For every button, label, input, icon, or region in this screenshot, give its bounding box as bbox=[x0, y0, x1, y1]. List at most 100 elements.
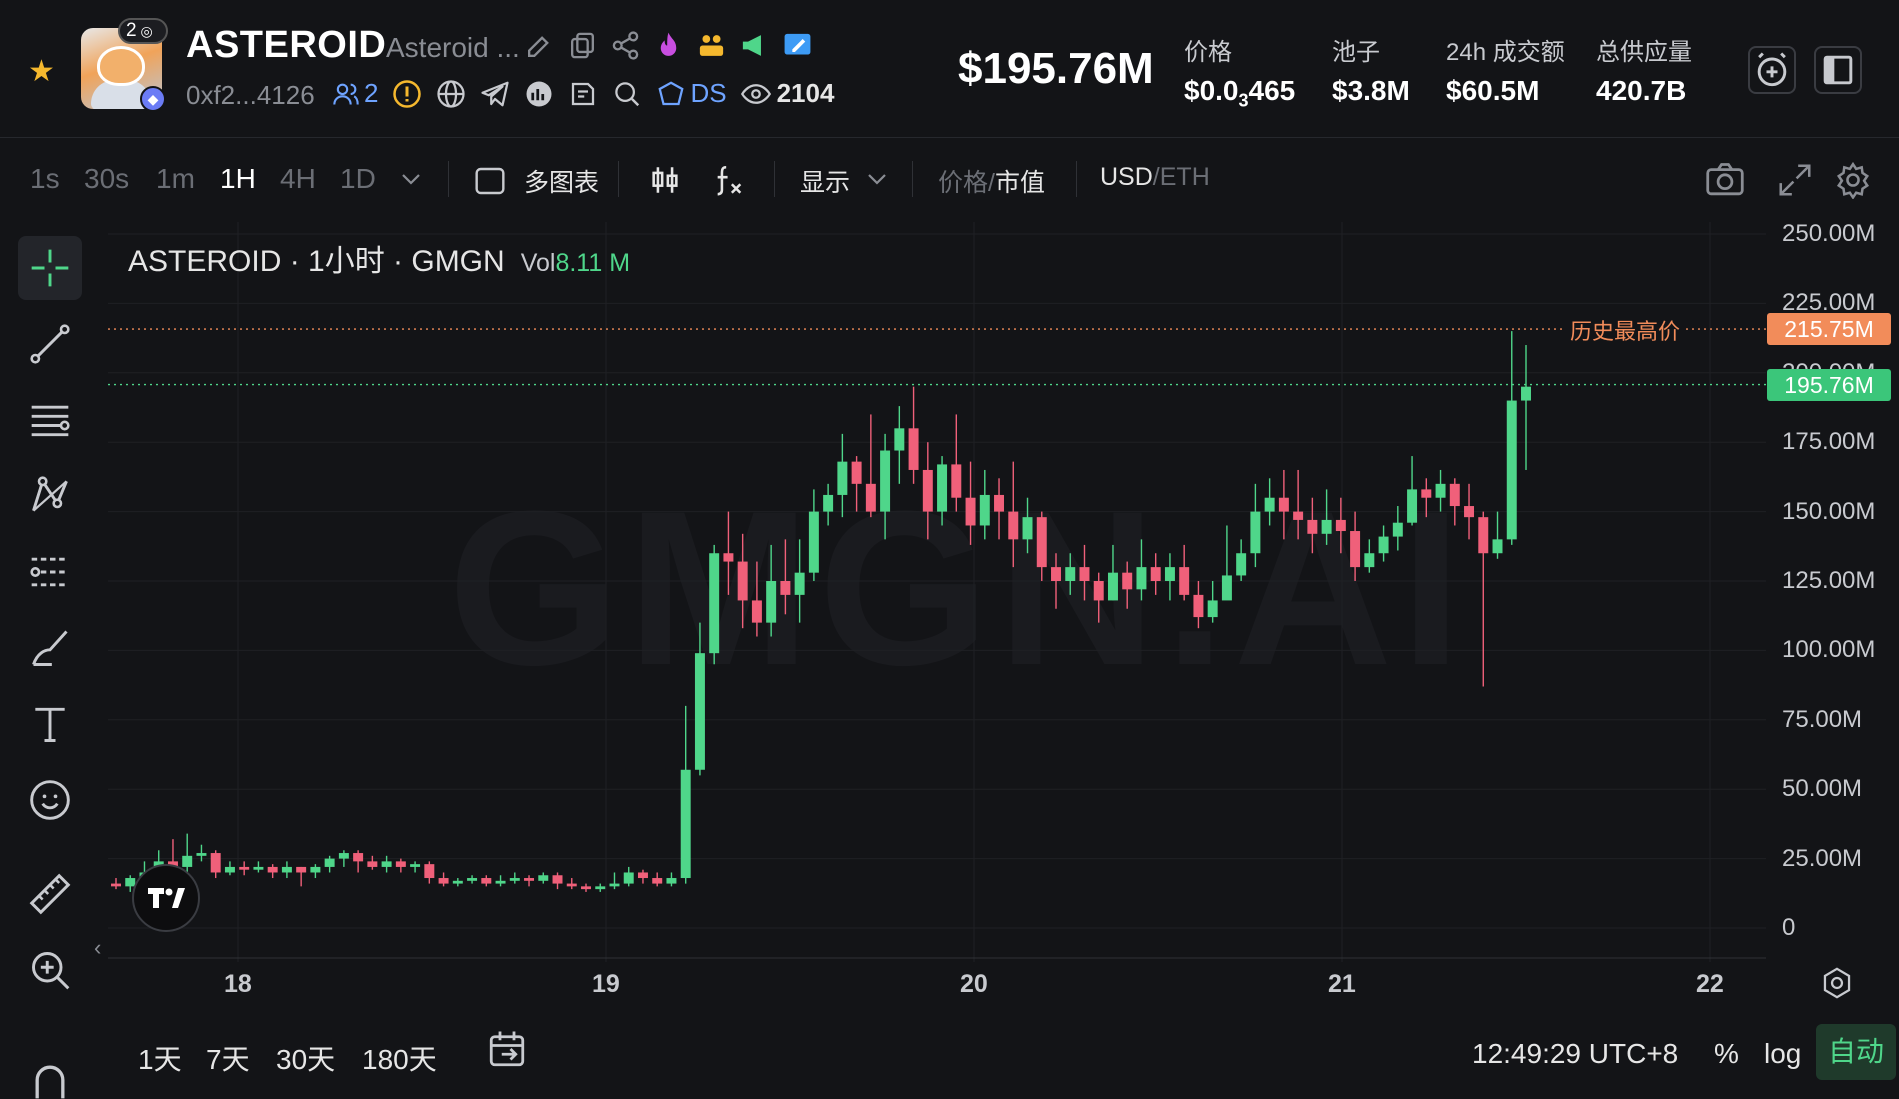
display-menu-label[interactable]: 显示 bbox=[800, 169, 851, 197]
holders-count[interactable]: 2 bbox=[332, 78, 378, 109]
search-icon[interactable] bbox=[612, 79, 642, 109]
chart-toolbar: 1s 30s 1m 1H 4H 1D 多图表 显示 价格/市值 USD/ETH bbox=[0, 139, 1899, 221]
range-180d[interactable]: 180天 bbox=[362, 1044, 437, 1075]
magnet-icon bbox=[35, 1065, 65, 1099]
text-tool[interactable] bbox=[18, 692, 82, 756]
market-cap-value: $195.76M bbox=[958, 44, 1154, 93]
contract-address[interactable]: 0xf2...4126 bbox=[186, 80, 315, 110]
sidebar-toggle-button[interactable] bbox=[1814, 46, 1862, 94]
team-icon[interactable] bbox=[696, 30, 727, 61]
candle-body bbox=[1392, 522, 1403, 537]
candle-body bbox=[1435, 483, 1446, 498]
timeframe-4h[interactable]: 4H bbox=[280, 163, 316, 194]
candle-body bbox=[1264, 497, 1275, 512]
y-axis-tick-label: 25.00M bbox=[1782, 844, 1863, 872]
eth-option[interactable]: ETH bbox=[1159, 163, 1210, 191]
mcap-option[interactable]: 市值 bbox=[994, 169, 1045, 197]
fib-tool[interactable] bbox=[18, 388, 82, 452]
website-globe-icon[interactable] bbox=[436, 79, 466, 109]
favorite-star-icon[interactable]: ★ bbox=[28, 55, 55, 88]
dexscreener-link[interactable]: DS bbox=[656, 78, 727, 109]
price-chart[interactable]: GMGN.AI ASTEROID · 1小时 · GMGN Vol8.11 M bbox=[108, 222, 1768, 962]
range-30d[interactable]: 30天 bbox=[276, 1044, 336, 1075]
timeframe-more-chevron-icon[interactable] bbox=[400, 171, 422, 187]
candle-body bbox=[538, 875, 549, 881]
price-mcap-toggle[interactable]: 价格/市值 bbox=[938, 163, 1045, 199]
smiley-icon bbox=[30, 780, 70, 820]
trend-line-tool[interactable] bbox=[18, 312, 82, 376]
fire-icon[interactable] bbox=[653, 30, 684, 61]
multi-chart-label[interactable]: 多图表 bbox=[524, 169, 600, 197]
candle-body bbox=[296, 866, 307, 873]
candle-body bbox=[125, 878, 136, 887]
timeframe-1h[interactable]: 1H bbox=[220, 163, 256, 194]
tradingview-logo[interactable] bbox=[132, 864, 200, 932]
notes-icon[interactable] bbox=[568, 79, 598, 109]
timeframe-1s[interactable]: 1s bbox=[30, 163, 60, 194]
currency-toggle[interactable]: USD/ETH bbox=[1100, 163, 1210, 192]
usd-option[interactable]: USD bbox=[1100, 163, 1153, 191]
warning-icon[interactable] bbox=[392, 79, 422, 109]
magnet-tool[interactable] bbox=[18, 1048, 82, 1099]
edit-icon[interactable] bbox=[524, 30, 555, 61]
candle-body bbox=[267, 866, 278, 873]
avatar-badge: 2 ◎ bbox=[118, 18, 168, 44]
chart-settings-gear-icon[interactable] bbox=[1834, 161, 1872, 199]
alert-button[interactable] bbox=[1748, 46, 1796, 94]
candle-body bbox=[851, 461, 862, 484]
copy-icon[interactable] bbox=[567, 30, 598, 61]
candle-body bbox=[994, 494, 1005, 512]
measure-tool[interactable] bbox=[18, 862, 82, 926]
collapse-rail-chevron-icon[interactable]: ‹ bbox=[94, 935, 102, 960]
go-to-date-icon[interactable] bbox=[486, 1028, 528, 1070]
candle-body bbox=[865, 483, 876, 512]
view-count: 2104 bbox=[740, 78, 834, 109]
megaphone-icon[interactable] bbox=[739, 30, 770, 61]
stat-supply: 总供应量 420.7B bbox=[1596, 32, 1692, 107]
candlestick-chart-svg[interactable] bbox=[108, 222, 1768, 962]
stat-pool-value: $3.8M bbox=[1332, 75, 1410, 106]
stat-price: 价格 $0.03465 bbox=[1184, 32, 1295, 112]
verified-edit-icon[interactable] bbox=[782, 30, 813, 61]
candle-body bbox=[196, 853, 207, 856]
alarm-plus-icon bbox=[1757, 52, 1787, 87]
log-scale-toggle[interactable]: log bbox=[1764, 1038, 1802, 1069]
axis-settings-icon[interactable] bbox=[1820, 966, 1854, 1000]
multi-chart-checkbox[interactable] bbox=[474, 165, 506, 197]
candle-body bbox=[823, 494, 834, 512]
indicators-fx-icon[interactable] bbox=[712, 163, 746, 197]
price-option[interactable]: 价格 bbox=[938, 169, 989, 197]
range-7d[interactable]: 7天 bbox=[206, 1044, 250, 1075]
chart-legend: ASTEROID · 1小时 · GMGN Vol8.11 M bbox=[128, 236, 630, 280]
range-1d[interactable]: 1天 bbox=[138, 1044, 182, 1075]
pattern-tool[interactable] bbox=[18, 464, 82, 528]
candle-body bbox=[1307, 519, 1318, 534]
candle-body bbox=[709, 553, 720, 654]
candle-body bbox=[1250, 511, 1261, 554]
forecast-tool[interactable] bbox=[18, 540, 82, 604]
telegram-icon[interactable] bbox=[480, 79, 510, 109]
timeframe-1d[interactable]: 1D bbox=[340, 163, 376, 194]
display-chevron-icon[interactable] bbox=[866, 171, 888, 187]
fullscreen-expand-icon[interactable] bbox=[1776, 161, 1814, 199]
timeframe-1m[interactable]: 1m bbox=[156, 163, 195, 194]
candle-type-icon[interactable] bbox=[648, 163, 682, 197]
ruler-icon bbox=[29, 873, 71, 915]
panel-icon bbox=[1823, 55, 1853, 85]
timeframe-30s[interactable]: 30s bbox=[84, 163, 130, 194]
brush-tool[interactable] bbox=[18, 616, 82, 680]
share-icon[interactable] bbox=[610, 30, 641, 61]
crosshair-tool[interactable] bbox=[18, 236, 82, 300]
volume-legend: Vol8.11 M bbox=[520, 249, 631, 277]
candle-body bbox=[424, 864, 435, 879]
screenshot-camera-icon[interactable] bbox=[1704, 161, 1746, 199]
chart-explorer-icon[interactable] bbox=[524, 79, 554, 109]
percent-scale-toggle[interactable]: % bbox=[1714, 1038, 1739, 1069]
candle-body bbox=[894, 428, 905, 451]
candle-body bbox=[922, 469, 933, 512]
candle-body bbox=[1278, 497, 1289, 512]
trend-line-icon bbox=[30, 324, 70, 364]
auto-scale-toggle[interactable]: 自动 bbox=[1816, 1024, 1896, 1080]
zoom-tool[interactable] bbox=[18, 938, 82, 1002]
emoji-tool[interactable] bbox=[18, 768, 82, 832]
